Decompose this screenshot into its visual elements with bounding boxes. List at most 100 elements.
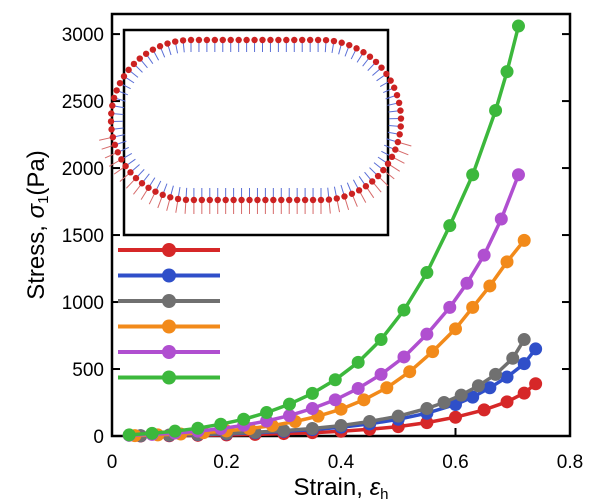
data-point <box>517 233 531 247</box>
data-point <box>328 373 342 387</box>
data-point <box>237 412 251 426</box>
data-point <box>277 424 291 438</box>
data-point <box>517 357 531 371</box>
x-tick-label: 0 <box>107 452 118 473</box>
membrane-node <box>338 39 345 46</box>
data-point <box>454 388 468 402</box>
data-point <box>426 345 440 359</box>
membrane-node <box>369 178 376 185</box>
data-point <box>506 351 520 365</box>
membrane-node <box>397 123 404 130</box>
x-tick-label: 0.6 <box>442 452 468 473</box>
data-point <box>489 367 503 381</box>
legend-marker-sample <box>162 294 176 308</box>
membrane-node <box>393 91 401 99</box>
data-point <box>500 395 514 409</box>
membrane-node <box>380 166 387 174</box>
membrane-node <box>109 102 116 109</box>
x-tick-label: 0.8 <box>557 452 583 473</box>
data-point <box>500 255 514 269</box>
membrane-node <box>182 196 190 204</box>
membrane-node <box>172 38 179 45</box>
membrane-node <box>152 188 159 195</box>
membrane-node <box>301 196 309 204</box>
data-point <box>305 386 319 400</box>
membrane-node <box>114 149 121 156</box>
membrane-node <box>384 160 392 167</box>
membrane-node <box>333 195 340 202</box>
membrane-node <box>388 153 396 161</box>
data-point <box>328 393 342 407</box>
membrane-node <box>118 156 125 163</box>
data-point <box>529 342 543 356</box>
data-point <box>449 410 462 424</box>
legend-marker-sample <box>162 370 176 385</box>
inset-membrane-diagram <box>99 28 412 237</box>
membrane-node <box>346 41 353 49</box>
membrane-node <box>132 174 140 182</box>
data-point <box>489 103 503 117</box>
membrane-node <box>195 36 203 44</box>
membrane-node <box>136 55 143 62</box>
data-point <box>477 248 491 262</box>
data-point <box>351 381 365 395</box>
y-tick-label: 3000 <box>62 25 104 46</box>
x-tick-label: 0.4 <box>328 452 355 473</box>
membrane-node <box>362 183 370 190</box>
membrane-node <box>286 196 293 204</box>
membrane-node <box>227 36 234 44</box>
membrane-node <box>283 36 290 44</box>
data-point <box>443 300 457 314</box>
data-point <box>397 303 411 317</box>
data-point <box>449 322 462 336</box>
membrane-node <box>120 73 128 80</box>
y-tick-label: 500 <box>72 360 104 381</box>
data-point <box>466 390 480 404</box>
data-point <box>122 428 136 442</box>
data-point <box>403 365 417 379</box>
data-point <box>460 276 474 290</box>
data-point <box>420 266 434 280</box>
legend <box>118 243 220 385</box>
data-point <box>529 377 543 391</box>
series-4 <box>128 233 531 443</box>
data-point <box>443 219 457 233</box>
membrane-node <box>360 49 367 56</box>
x-axis-label: Strain, εh <box>294 474 389 500</box>
membrane-node <box>174 195 182 203</box>
membrane-node <box>198 196 206 204</box>
membrane-node <box>187 36 195 44</box>
data-point <box>511 19 525 33</box>
data-point <box>437 396 451 410</box>
inset-membrane-outline <box>107 36 405 204</box>
membrane-node <box>325 196 333 203</box>
membrane-node <box>341 193 348 200</box>
membrane-node <box>306 36 314 44</box>
y-tick-label: 2000 <box>62 159 104 180</box>
membrane-node <box>116 79 124 87</box>
membrane-node <box>125 66 132 74</box>
data-point <box>477 403 491 417</box>
membrane-node <box>374 172 382 180</box>
data-point <box>391 409 405 423</box>
membrane-node <box>353 45 360 52</box>
membrane-node <box>254 196 261 204</box>
y-tick-label: 1000 <box>62 293 104 314</box>
data-point <box>351 355 365 369</box>
data-point <box>357 393 371 407</box>
x-tick-label: 0.2 <box>213 452 239 473</box>
membrane-node <box>378 64 385 71</box>
membrane-node <box>322 36 330 44</box>
membrane-node <box>293 196 301 204</box>
membrane-node <box>214 196 221 204</box>
membrane-node <box>314 36 322 44</box>
membrane-node <box>203 36 211 44</box>
data-point <box>511 168 525 182</box>
y-tick-label: 1500 <box>62 226 104 247</box>
data-point <box>282 409 296 423</box>
legend-marker-sample <box>162 268 176 283</box>
data-point <box>334 402 348 416</box>
membrane-node <box>355 187 363 194</box>
membrane-node <box>145 184 152 191</box>
membrane-node <box>317 196 325 204</box>
